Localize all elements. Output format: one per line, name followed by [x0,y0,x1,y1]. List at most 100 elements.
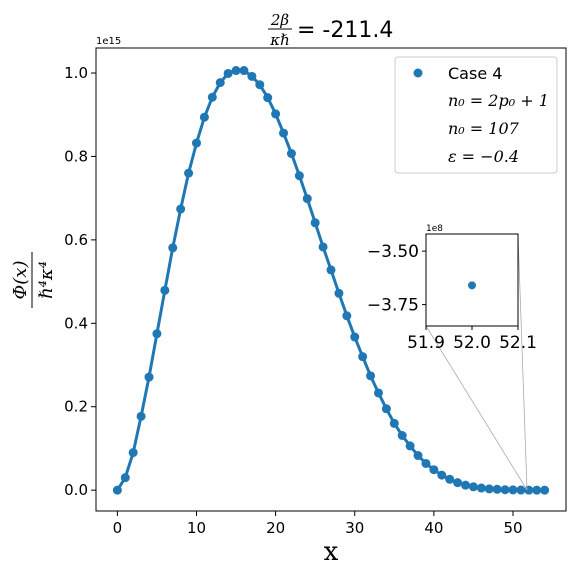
data-point [342,311,352,321]
data-point [310,218,320,228]
inset-y-tick-label: −3.75 [367,296,419,316]
data-point [405,441,415,451]
data-point [421,458,431,468]
data-point [255,80,265,90]
data-point [326,265,336,275]
data-point [271,109,281,119]
data-point [223,68,233,78]
data-point [231,66,241,76]
y-label-denominator: ℏ⁴κ⁴ [36,261,57,299]
inset-x-tick-label: 51.9 [407,333,445,353]
data-point [532,485,542,495]
data-point [413,451,423,461]
title-fraction-numerator: 2β [270,11,290,29]
data-point [199,112,209,122]
data-point [247,71,257,81]
data-point [476,483,486,493]
data-point [468,482,478,492]
data-point [524,485,534,495]
inset-x-ticks: 51.9 52.0 52.1 [407,326,537,353]
inset-x-tick-label: 52.1 [499,333,537,353]
inset-data-point [468,281,476,290]
data-point [461,480,471,490]
data-point [500,485,510,495]
inset-connector-left [425,325,528,491]
data-point [176,204,186,214]
data-point [207,92,217,102]
data-point [160,285,170,295]
data-point [389,418,399,428]
y-tick-label: 0.6 [64,231,88,249]
x-tick-label: 30 [345,519,364,537]
legend-entry-epsilon: ε = −0.4 [448,147,519,166]
inset-x-tick-label: 52.0 [453,333,491,353]
x-tick-label: 50 [503,519,522,537]
data-point [184,168,194,178]
data-point [279,128,289,138]
title-value: = -211.4 [297,18,393,43]
data-point [263,93,273,103]
legend-entry-n0-value: n₀ = 107 [448,119,520,138]
data-point [492,484,502,494]
data-point [540,485,550,495]
y-axis-label: Φ(x) ℏ⁴κ⁴ [10,252,57,308]
y-tick-label: 0.0 [64,481,88,499]
inset-y-tick-label: −3.50 [367,242,419,262]
data-point [128,448,138,458]
legend-marker-case-4 [413,68,423,78]
data-point [445,474,455,484]
data-point [120,473,130,483]
x-axis-label: x [324,537,339,567]
y-tick-label: 0.8 [64,147,88,165]
data-point [429,465,439,475]
series-case-4 [112,66,550,495]
data-point [302,194,312,204]
legend-entry-n0-formula: n₀ = 2p₀ + 1 [448,91,549,110]
data-point [350,332,360,342]
data-point [453,478,463,488]
x-tick-label: 20 [266,519,285,537]
y-ticks: 0.0 0.2 0.4 0.6 0.8 1.0 [64,64,96,499]
y-tick-label: 1.0 [64,64,88,82]
data-point [294,171,304,181]
plot-area [95,47,567,512]
data-point [112,485,122,495]
x-tick-label: 40 [424,519,443,537]
data-point [334,288,344,298]
data-point [437,470,447,480]
legend-box [394,56,558,174]
data-point [286,149,296,159]
inset-frame [425,233,519,327]
x-tick-label: 10 [187,519,206,537]
y-tick-label: 0.2 [64,398,88,416]
legend-entry-case-4: Case 4 [448,64,502,83]
data-point [484,484,494,494]
y-tick-label: 0.4 [64,314,88,332]
y-label-numerator: Φ(x) [10,261,31,300]
data-point [191,138,201,148]
inset-y-ticks: −3.50 −3.75 [367,242,426,316]
data-point [152,329,162,339]
data-point [397,431,407,441]
chart-title: 2β κℏ = -211.4 [268,11,393,49]
inset-axes: 1e8 51.9 52.0 52.1 −3.50 −3.75 [367,224,537,353]
inset-connector-right [517,233,528,491]
x-ticks: 0 10 20 30 40 50 [113,511,523,537]
x-tick-label: 0 [113,519,123,537]
data-point [215,78,225,88]
data-point [358,352,368,362]
inset-y-multiplier: 1e8 [426,224,443,234]
data-point [381,404,391,414]
data-point [168,243,178,253]
data-point [239,66,249,76]
data-point [318,242,328,252]
data-point [516,485,526,495]
data-point [373,388,383,398]
data-point [508,485,518,495]
data-point [366,371,376,381]
data-point [136,411,146,421]
y-axis-multiplier: 1e15 [96,36,121,47]
title-fraction-denominator: κℏ [269,31,290,49]
data-point [144,372,154,382]
